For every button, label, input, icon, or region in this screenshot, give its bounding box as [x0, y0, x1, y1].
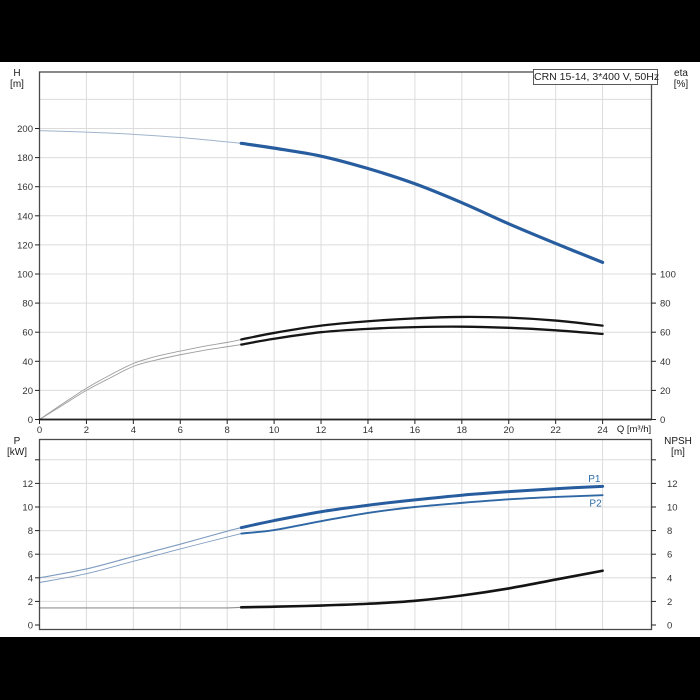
series-H [239, 141, 605, 264]
tick-label: 4 [28, 573, 33, 584]
tick-label: 40 [22, 357, 33, 368]
series-P1 [239, 484, 605, 530]
tick-label: 2 [84, 425, 89, 436]
tick-label: 14 [363, 425, 374, 436]
tick-label: 140 [17, 211, 33, 222]
tick-label: 18 [457, 425, 468, 436]
series-eta2-thin [39, 344, 242, 420]
tick-label: 8 [667, 526, 672, 537]
tick-label: 60 [22, 328, 33, 339]
tick-label: 2 [667, 597, 672, 608]
tick-label: 12 [22, 479, 33, 490]
tick-label: 0 [667, 621, 672, 632]
series-eta1-thin [39, 339, 242, 420]
pump-curve-charts-canvas: 0204060801001201401601802000204060801000… [17, 71, 678, 632]
tick-label: 0 [28, 621, 33, 632]
eta-axis-label: eta [%] [664, 68, 698, 90]
tick-label: 10 [22, 503, 33, 514]
series-P2 [240, 494, 604, 535]
eta-axis-unit: [%] [673, 79, 689, 90]
tick-label: 4 [131, 425, 136, 436]
tick-label: 80 [660, 299, 671, 310]
tick-label: 180 [17, 153, 33, 164]
p-axis-unit: [kW] [7, 447, 27, 458]
tick-label: 160 [17, 182, 33, 193]
letterbox-top [0, 0, 700, 62]
tick-label: 0 [37, 425, 42, 436]
p-axis-symbol: P [13, 436, 21, 447]
tick-label: 10 [667, 503, 678, 514]
curve-label-p1: P1 [588, 474, 601, 485]
curve-label-p2: P2 [589, 498, 602, 509]
pq_chart: 0 2 4 6 8 10 12 0 2 4 6 8 10 12 P1 P2 [22, 438, 678, 632]
tick-label: 12 [667, 479, 678, 490]
series-eta1 [240, 315, 604, 341]
series-P1-thin [39, 527, 242, 579]
series-NPSH [239, 569, 604, 609]
tick-label: 2 [28, 597, 33, 608]
h-axis-label: H [m] [2, 68, 32, 90]
tick-label: 60 [660, 328, 671, 339]
tick-label: 0 [660, 415, 665, 426]
hq_chart: 0 20 40 60 80 100 120 140 160 180 200 0 20 40 60 80 100 0… [17, 71, 676, 436]
series-eta2 [240, 325, 604, 346]
tick-label: 20 [660, 386, 671, 397]
eta-axis-symbol: eta [674, 68, 688, 79]
tick-label: 6 [178, 425, 183, 436]
letterbox-bottom [0, 637, 700, 700]
curve-title-box: CRN 15-14, 3*400 V, 50Hz [533, 69, 660, 85]
tick-label: 80 [22, 299, 33, 310]
npsh-axis-symbol: NPSH [664, 436, 692, 447]
tick-label: 22 [550, 425, 561, 436]
tick-label: 200 [17, 124, 33, 135]
q-axis-label: Q [m³/h] [616, 424, 652, 435]
tick-label: 8 [225, 425, 230, 436]
tick-label: 40 [660, 357, 671, 368]
tick-label: 4 [667, 573, 672, 584]
tick-label: 120 [17, 240, 33, 251]
p-axis-label: P [kW] [2, 436, 32, 458]
tick-label: 20 [22, 386, 33, 397]
series-P2-thin [39, 533, 242, 583]
tick-label: 16 [410, 425, 421, 436]
h-axis-symbol: H [13, 68, 21, 79]
npsh-axis-unit: [m] [671, 447, 685, 458]
tick-label: 0 [28, 415, 33, 426]
series-NPSH-thin [39, 606, 242, 609]
pump-curve-sheet: 0 20 40 60 80 100 120 140 160 180 200 0 20 40 60 80 100 0… [0, 62, 700, 637]
tick-label: 6 [667, 550, 672, 561]
series-H-thin [39, 130, 242, 144]
tick-label: 24 [597, 425, 608, 436]
plot-border [38, 438, 653, 631]
h-axis-unit: [m] [10, 79, 24, 90]
tick-label: 100 [17, 270, 33, 281]
npsh-axis-label: NPSH [m] [656, 436, 700, 458]
tick-label: 10 [269, 425, 280, 436]
tick-label: 6 [28, 550, 33, 561]
tick-label: 100 [660, 270, 676, 281]
tick-label: 8 [28, 526, 33, 537]
tick-label: 20 [503, 425, 514, 436]
tick-label: 12 [316, 425, 327, 436]
